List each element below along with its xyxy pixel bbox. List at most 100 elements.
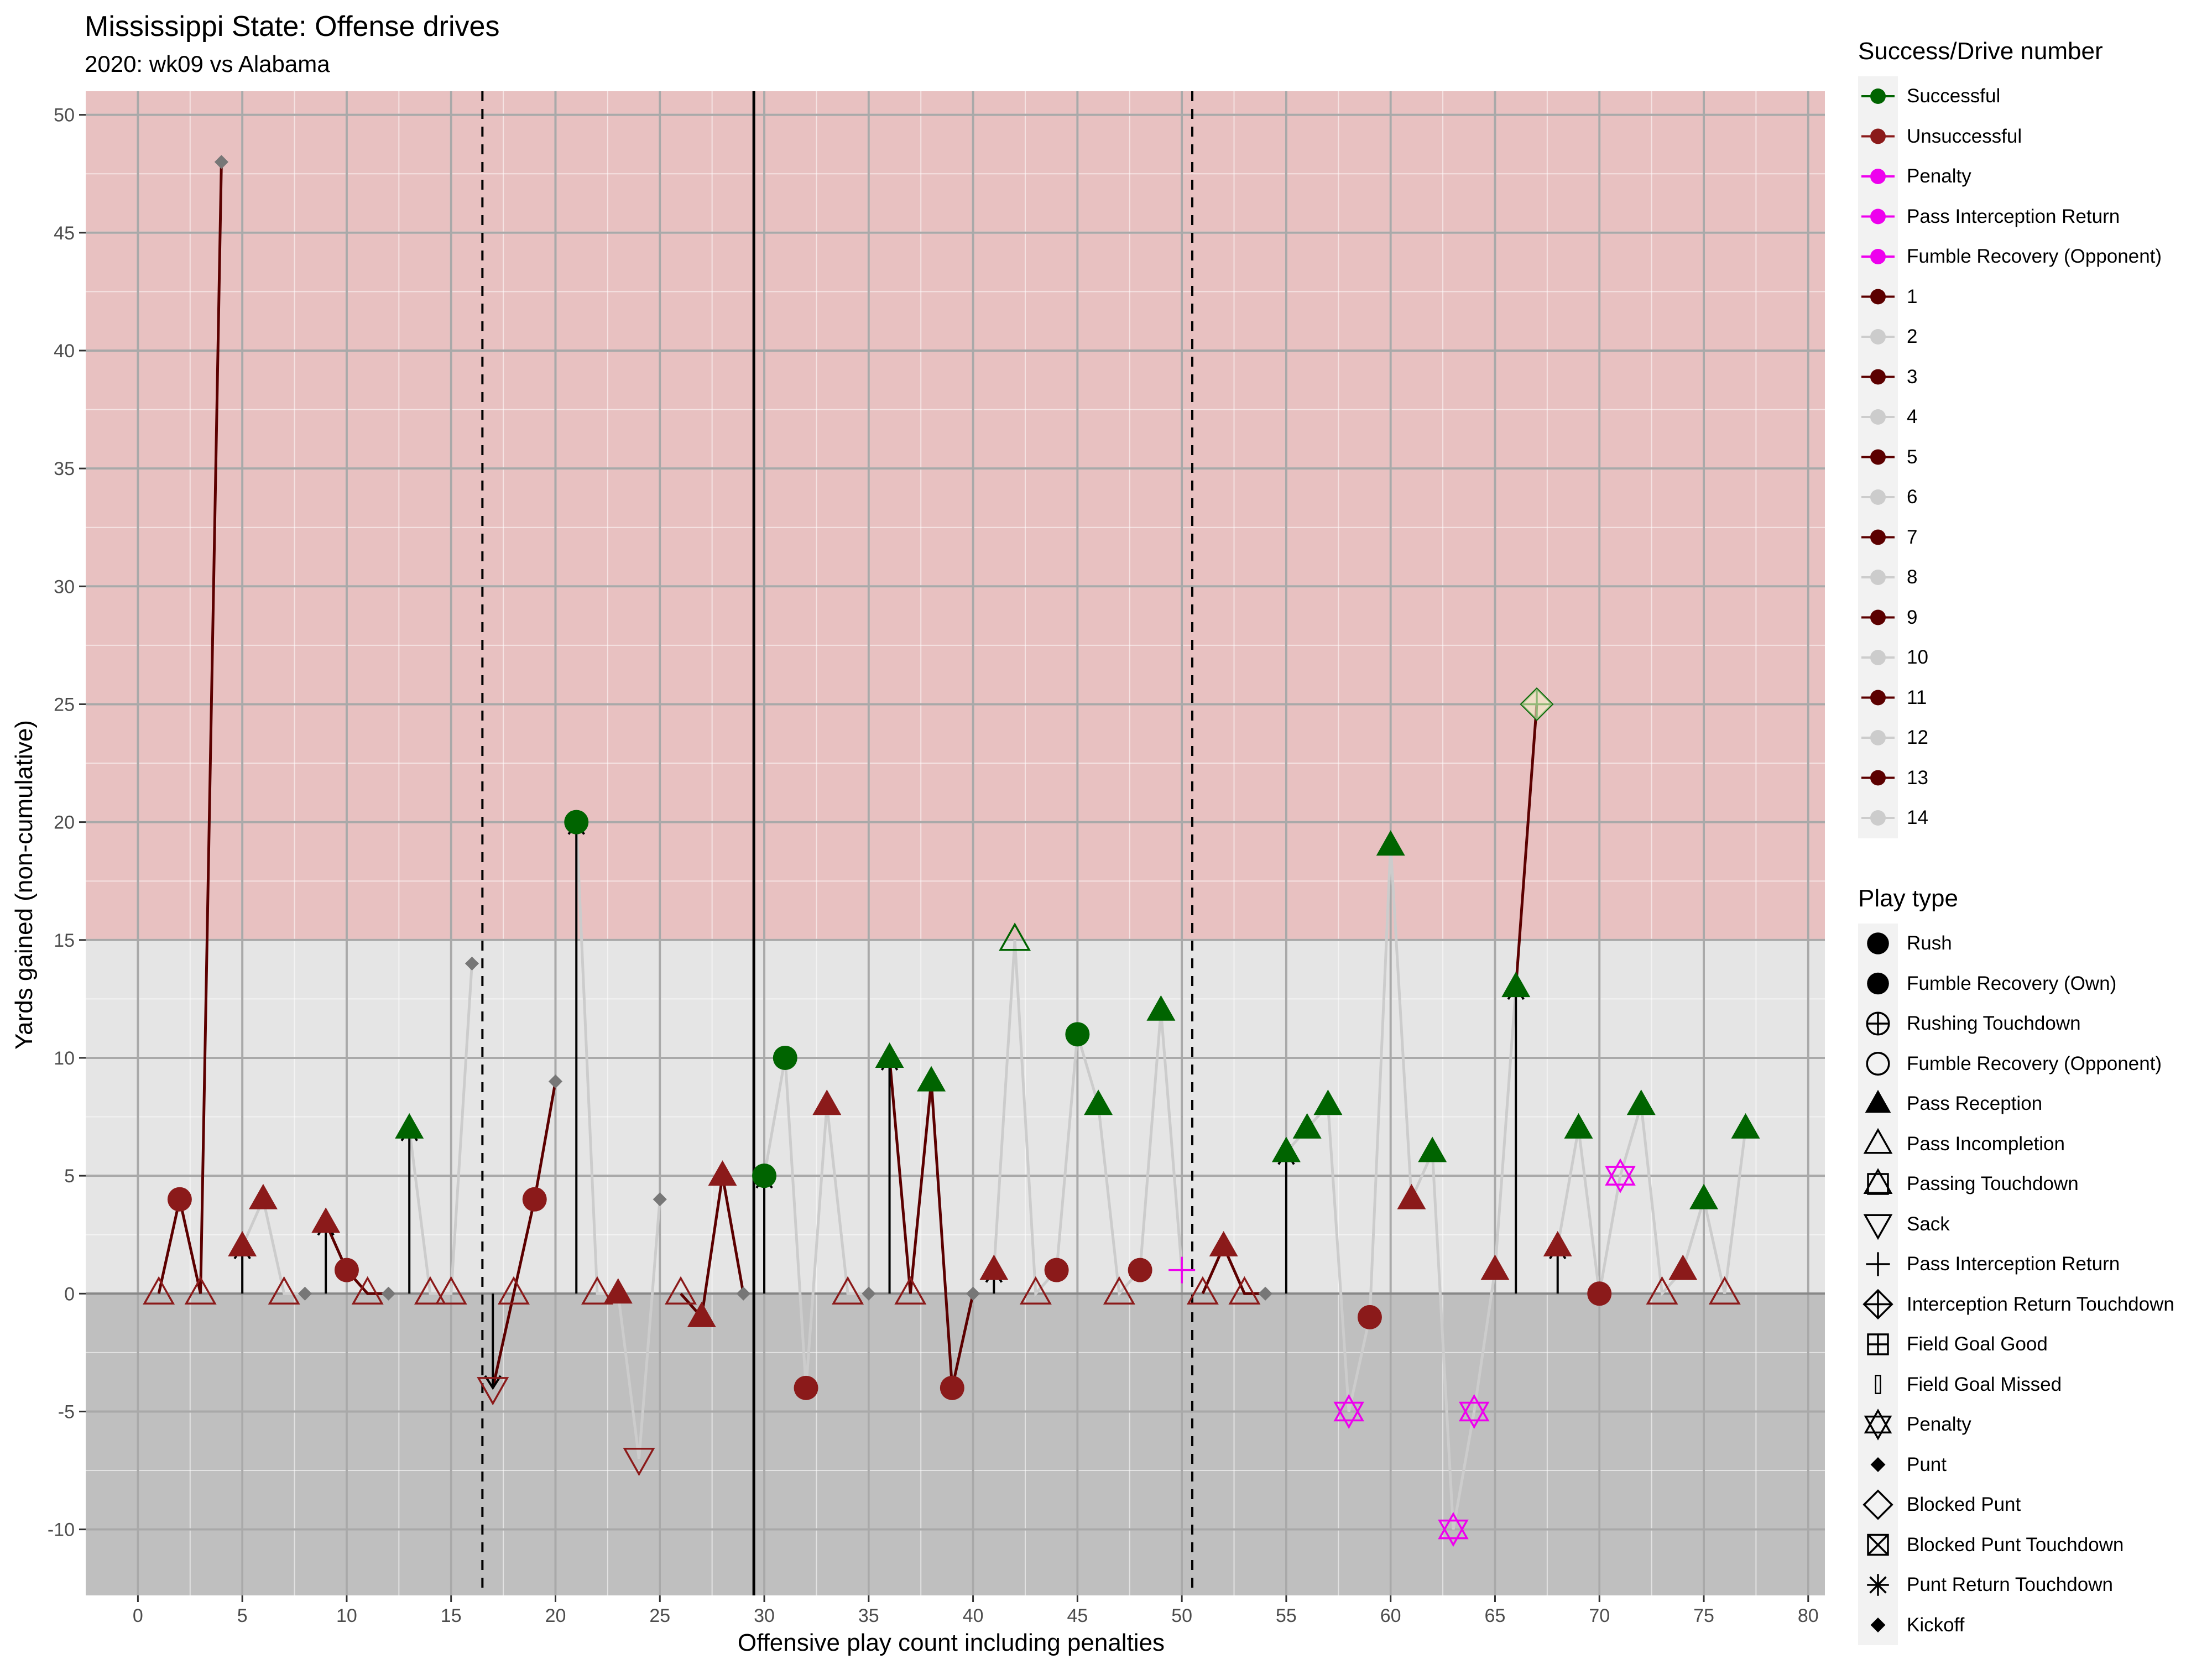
marker-triangle: [1376, 830, 1405, 856]
marker-triangle: [1689, 1183, 1719, 1209]
play-point: [832, 1276, 864, 1305]
marker-triangle-down: [1605, 1166, 1636, 1193]
y-tick-label: 15: [54, 930, 75, 951]
band: [86, 1293, 1825, 1595]
legend-item-label: 11: [1907, 686, 1927, 708]
drive-line-1: [157, 161, 223, 1294]
marker-triangle: [581, 1276, 613, 1305]
legend-key: [1867, 932, 1889, 954]
legend-key: [1861, 489, 1895, 505]
marker-plus: [1866, 1252, 1890, 1276]
play-point: [1438, 1512, 1469, 1547]
legend-item-label: Interception Return Touchdown: [1907, 1293, 2174, 1315]
play-point: [1646, 1276, 1678, 1305]
marker-diamond: [1870, 1457, 1886, 1472]
legend-key-dot: [1870, 650, 1886, 665]
marker-diamond: [966, 1286, 980, 1301]
y-tick-label: -10: [48, 1520, 75, 1541]
play-point: [966, 1286, 980, 1301]
legend-item-label: Punt: [1907, 1453, 1947, 1475]
legend-key: [1861, 88, 1895, 104]
play-point: [1186, 1276, 1219, 1305]
marker-plus: [1864, 1290, 1892, 1318]
marker-triangle: [708, 1160, 737, 1186]
x-tick-label: 15: [441, 1605, 462, 1626]
marker-triangle: [665, 1276, 697, 1305]
marker-triangle-up: [1864, 1408, 1892, 1434]
play-point: [248, 1183, 278, 1209]
y-tick-label: 40: [54, 341, 75, 362]
y-tick-label: -5: [58, 1401, 75, 1422]
marker-triangle: [1271, 1136, 1301, 1162]
chart-subtitle: 2020: wk09 vs Alabama: [85, 51, 330, 77]
chart-title: Mississippi State: Offense drives: [85, 11, 500, 43]
legend-key: [1861, 289, 1895, 305]
legend-key: [1870, 1618, 1886, 1632]
marker-triangle-up: [1605, 1158, 1636, 1186]
legend-key-dot: [1870, 289, 1886, 305]
play-point: [1587, 1281, 1612, 1306]
marker-triangle: [979, 1254, 1009, 1280]
y-tick-label: 5: [64, 1166, 75, 1187]
marker-triangle: [1646, 1276, 1678, 1305]
legend-key-dot: [1870, 88, 1886, 104]
play-point: [228, 1231, 257, 1257]
legend-item-label: Field Goal Good: [1907, 1333, 2048, 1355]
play-point: [665, 1276, 697, 1305]
legend-item-label: Rushing Touchdown: [1907, 1013, 2081, 1035]
marker-circle: [794, 1375, 818, 1400]
legend-key: [1867, 1533, 1889, 1556]
legend-key-dot: [1870, 489, 1886, 505]
x-tick-label: 80: [1798, 1605, 1819, 1626]
marker-circle: [1065, 1022, 1090, 1047]
marker-triangle: [395, 1113, 424, 1139]
play-point: [1019, 1276, 1052, 1305]
play-point: [1543, 1231, 1572, 1257]
marker-triangle-up: [1438, 1512, 1469, 1540]
legend-keys: [1858, 924, 1898, 1645]
play-point: [334, 1258, 359, 1282]
legend-key: [1861, 128, 1895, 144]
play-point: [1376, 830, 1405, 856]
legend-key: [1867, 972, 1889, 995]
play-point: [999, 922, 1031, 951]
drive-line-14: [1556, 1104, 1747, 1297]
marker-triangle: [1501, 972, 1531, 998]
legend-item-label: Fumble Recovery (Own): [1907, 972, 2117, 994]
x-tick-label: 20: [545, 1605, 566, 1626]
x-tick-label: 45: [1067, 1605, 1088, 1626]
x-tick-label: 50: [1171, 1605, 1192, 1626]
legend-item-label: 3: [1907, 366, 1918, 388]
play-point: [214, 155, 229, 169]
y-tick-label: 50: [54, 105, 75, 126]
legend-item-label: Pass Incompletion: [1907, 1133, 2065, 1155]
play-point: [1418, 1136, 1447, 1162]
marker-triangle: [875, 1042, 904, 1068]
marker-triangle: [1209, 1231, 1238, 1257]
play-point: [1501, 972, 1531, 998]
legend-key: [1865, 1089, 1891, 1113]
legend-item-label: 8: [1907, 566, 1918, 588]
legend-key: [1866, 1252, 1890, 1276]
legend-item-label: Pass Interception Return: [1907, 1253, 2120, 1275]
legend-item-label: Fumble Recovery (Opponent): [1907, 246, 2162, 268]
play-point: [1397, 1183, 1426, 1209]
play-point: [862, 1286, 876, 1301]
marker-circle: [1128, 1258, 1152, 1282]
play-point: [623, 1447, 655, 1477]
play-point: [1626, 1089, 1656, 1115]
marker-triangle: [1019, 1276, 1052, 1305]
marker-triangle: [1313, 1089, 1343, 1115]
play-point: [708, 1160, 737, 1186]
play-point: [1480, 1254, 1510, 1280]
marker-triangle-down: [1458, 1401, 1490, 1430]
legend-key: [1863, 1214, 1893, 1240]
legend-key: [1861, 249, 1895, 264]
marker-triangle: [497, 1276, 530, 1305]
x-tick-label: 55: [1276, 1605, 1297, 1626]
marker-triangle: [1186, 1276, 1219, 1305]
marker-triangle: [1731, 1113, 1760, 1139]
marker-circle: [1866, 1051, 1890, 1076]
y-axis-ticks: -10 -5 0 5 10 15 20 25 30 35 40 45 50: [48, 105, 86, 1541]
